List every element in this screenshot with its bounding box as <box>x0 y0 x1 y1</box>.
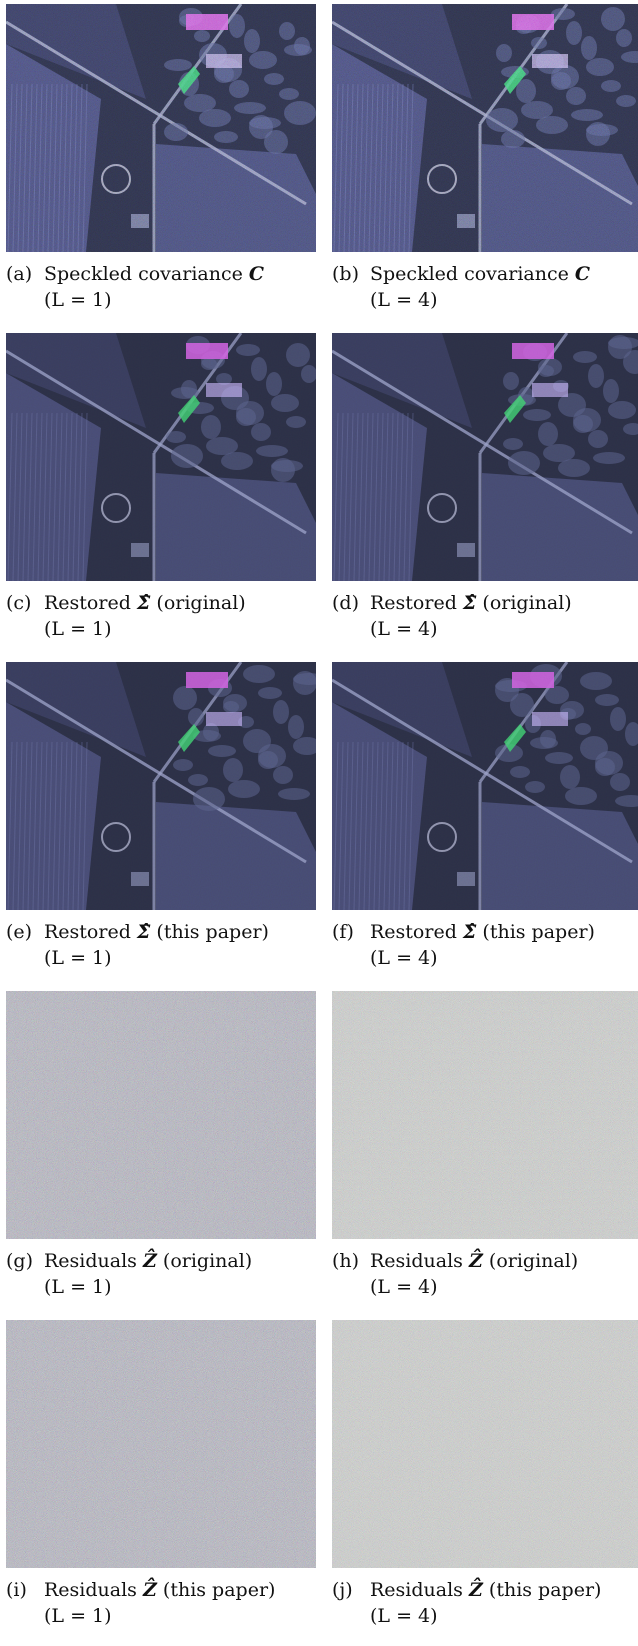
caption-look-number: (L = 4) <box>370 1605 438 1627</box>
panel-b: (b) Speckled covariance C (L = 4) <box>332 4 638 313</box>
caption-symbol: Ẑ <box>142 1250 157 1272</box>
caption: (g) Residuals Ẑ (original) (L = 1) <box>6 1248 316 1300</box>
sar-image-restored <box>332 333 638 581</box>
residual-image <box>6 991 316 1239</box>
panel-d: (d) Restored Σ̂ (original) (L = 4) <box>332 333 638 642</box>
caption-look-number: (L = 4) <box>370 1276 438 1298</box>
caption-symbol: Ẑ <box>468 1250 483 1272</box>
caption-symbol: C <box>248 263 265 285</box>
caption-label: (b) <box>332 263 359 285</box>
caption-label: (h) <box>332 1250 360 1272</box>
residual-image <box>6 1320 316 1568</box>
panel-e: (e) Restored Σ̂ (this paper) (L = 1) <box>6 662 316 971</box>
caption: (a) Speckled covariance C (L = 1) <box>6 261 316 313</box>
panel-h: (h) Residuals Ẑ (original) (L = 4) <box>332 991 638 1300</box>
caption-look-number: (L = 1) <box>44 1605 112 1627</box>
caption: (b) Speckled covariance C (L = 4) <box>332 261 638 313</box>
sar-image-restored <box>332 662 638 910</box>
caption-label: (i) <box>6 1579 27 1601</box>
caption: (e) Restored Σ̂ (this paper) (L = 1) <box>6 919 316 971</box>
caption: (h) Residuals Ẑ (original) (L = 4) <box>332 1248 638 1300</box>
caption-symbol: Σ̂ <box>136 921 151 943</box>
sar-image-restored <box>6 333 316 581</box>
caption-symbol: Σ̂ <box>136 592 151 614</box>
caption: (j) Residuals Ẑ (this paper) (L = 4) <box>332 1577 638 1629</box>
panel-j: (j) Residuals Ẑ (this paper) (L = 4) <box>332 1320 638 1629</box>
caption-look-number: (L = 1) <box>44 947 112 969</box>
panel-a: (a) Speckled covariance C (L = 1) <box>6 4 316 313</box>
panel-f: (f) Restored Σ̂ (this paper) (L = 4) <box>332 662 638 971</box>
caption-look-number: (L = 1) <box>44 289 112 311</box>
caption-look-number: (L = 1) <box>44 1276 112 1298</box>
panel-g: (g) Residuals Ẑ (original) (L = 1) <box>6 991 316 1300</box>
caption-label: (a) <box>6 263 33 285</box>
caption: (f) Restored Σ̂ (this paper) (L = 4) <box>332 919 638 971</box>
panel-c: (c) Restored Σ̂ (original) (L = 1) <box>6 333 316 642</box>
residual-image <box>332 1320 638 1568</box>
caption-label: (f) <box>332 921 354 943</box>
caption-look-number: (L = 1) <box>44 618 112 640</box>
caption-look-number: (L = 4) <box>370 947 438 969</box>
panel-i: (i) Residuals Ẑ (this paper) (L = 1) <box>6 1320 316 1629</box>
residual-image <box>332 991 638 1239</box>
sar-image-speckled <box>332 4 638 252</box>
caption-symbol: Ẑ <box>468 1579 483 1601</box>
caption-label: (c) <box>6 592 32 614</box>
caption-look-number: (L = 4) <box>370 618 438 640</box>
caption-label: (d) <box>332 592 359 614</box>
caption-symbol: Ẑ <box>142 1579 157 1601</box>
caption-symbol: C <box>574 263 591 285</box>
caption: (c) Restored Σ̂ (original) (L = 1) <box>6 590 316 642</box>
sar-image-restored <box>6 662 316 910</box>
caption-label: (j) <box>332 1579 353 1601</box>
caption: (i) Residuals Ẑ (this paper) (L = 1) <box>6 1577 316 1629</box>
caption: (d) Restored Σ̂ (original) (L = 4) <box>332 590 638 642</box>
sar-image-speckled <box>6 4 316 252</box>
caption-label: (e) <box>6 921 33 943</box>
caption-symbol: Σ̂ <box>462 921 477 943</box>
caption-look-number: (L = 4) <box>370 289 438 311</box>
caption-symbol: Σ̂ <box>462 592 477 614</box>
caption-label: (g) <box>6 1250 33 1272</box>
